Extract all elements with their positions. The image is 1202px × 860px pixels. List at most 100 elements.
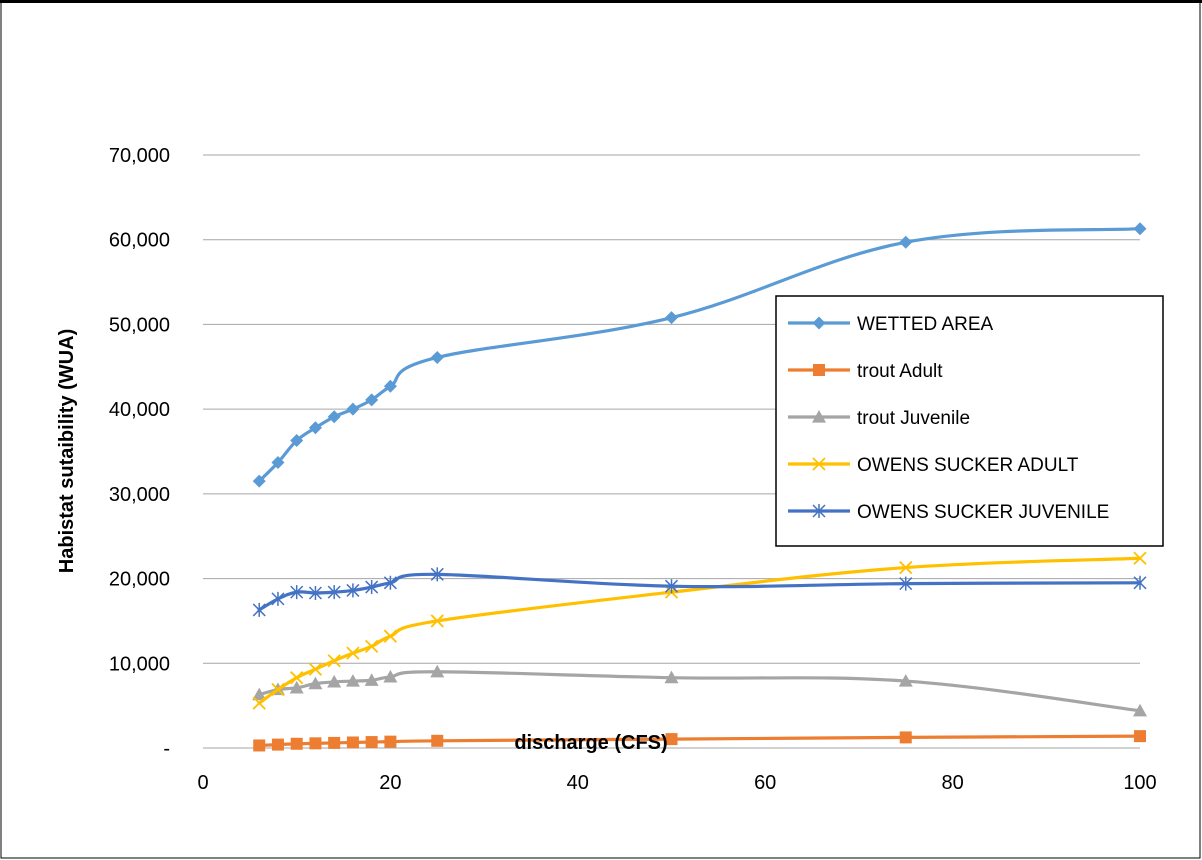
legend: WETTED AREA trout Adult trout Juvenile OWEN…: [775, 295, 1164, 547]
legend-marker-0: [812, 316, 826, 330]
data-point-3-4: [327, 654, 341, 668]
data-point-3-0: [252, 696, 266, 710]
series-0: [252, 222, 1147, 488]
data-point-0-7: [383, 379, 397, 393]
data-point-3-2: [290, 671, 304, 685]
data-point-0-4: [327, 410, 341, 424]
data-point-0-0: [252, 474, 266, 488]
data-point-0-2: [290, 433, 304, 447]
data-point-0-9: [665, 311, 678, 325]
legend-marker-4: [812, 504, 826, 518]
data-point-4-2: [290, 585, 304, 600]
data-point-2-4: [327, 674, 342, 688]
legend-item-1: trout Adult: [788, 361, 943, 382]
data-point-0-11: [1133, 222, 1147, 236]
data-point-3-3: [308, 662, 323, 676]
x-tick-label-5: 100: [1123, 772, 1156, 794]
y-tick-label-3: 30,000: [109, 484, 170, 506]
data-point-4-8: [430, 567, 444, 582]
legend-marker-1: [813, 364, 825, 376]
data-point-4-1: [271, 591, 285, 606]
y-tick-label-4: 40,000: [109, 399, 170, 421]
legend-item-4: OWENS SUCKER JUVENILE: [788, 502, 1109, 523]
data-point-1-7: [384, 735, 397, 748]
data-point-0-3: [308, 421, 322, 435]
series-4: [252, 567, 1147, 617]
x-tick-label-1: 20: [379, 772, 401, 794]
x-tick-label-0: 0: [197, 772, 208, 794]
y-tick-label-2: 20,000: [109, 569, 170, 591]
y-tick-label-0: -: [163, 738, 170, 760]
series-line-4: [257, 572, 1142, 612]
data-point-4-7: [383, 575, 397, 590]
data-point-0-8: [430, 350, 444, 364]
data-point-1-11: [1134, 730, 1146, 743]
legend-box: [775, 295, 1164, 547]
data-point-2-11: [1133, 703, 1147, 717]
legend-item-2: trout Juvenile: [788, 408, 970, 429]
data-point-1-10: [899, 731, 912, 744]
data-point-0-5: [346, 402, 360, 416]
legend-item-0: WETTED AREA: [788, 314, 994, 335]
data-point-1-6: [365, 736, 378, 749]
data-point-3-11: [1133, 551, 1147, 565]
x-tick-label-3: 60: [754, 772, 776, 794]
legend-label-4: OWENS SUCKER JUVENILE: [857, 502, 1109, 523]
y-tick-label-7: 70,000: [109, 145, 170, 167]
data-point-2-3: [308, 676, 323, 690]
data-point-2-8: [430, 664, 445, 678]
x-tick-label-2: 40: [567, 772, 589, 794]
y-tick-label-1: 10,000: [109, 653, 170, 675]
data-point-4-6: [365, 580, 379, 595]
data-point-4-4: [327, 585, 341, 600]
data-point-2-2: [289, 680, 304, 694]
series-line-0: [257, 227, 1142, 483]
data-point-4-5: [346, 583, 360, 598]
legend-label-3: OWENS SUCKER ADULT: [857, 455, 1079, 476]
data-point-0-6: [365, 393, 379, 407]
series-2: [252, 664, 1147, 717]
data-point-2-10: [898, 674, 913, 687]
data-point-1-4: [328, 736, 341, 749]
data-point-4-9: [664, 579, 679, 594]
series-line-2: [257, 670, 1142, 713]
y-axis-title: Habistat sutaibility (WUA): [56, 329, 78, 573]
data-point-4-3: [308, 585, 322, 600]
series-group: [252, 222, 1147, 752]
x-axis-title: discharge (CFS): [514, 732, 667, 754]
data-point-0-10: [899, 235, 913, 249]
data-point-3-6: [365, 639, 379, 653]
data-point-1-2: [290, 737, 303, 750]
data-point-3-10: [899, 560, 913, 575]
data-point-4-10: [899, 576, 913, 591]
data-point-3-5: [346, 646, 360, 660]
data-point-0-1: [271, 456, 285, 470]
data-point-1-3: [309, 737, 322, 750]
data-point-1-9: [665, 733, 678, 746]
tick-labels: - 10,000 20,000 30,000 40,000 50,000 60,000 70,…: [109, 145, 1157, 794]
data-point-1-8: [431, 734, 444, 747]
data-point-3-7: [383, 629, 398, 643]
series-3: [252, 551, 1147, 710]
data-point-2-6: [364, 673, 379, 686]
data-point-4-11: [1133, 575, 1147, 590]
data-point-3-8: [430, 614, 444, 628]
legend-label-0: WETTED AREA: [857, 314, 994, 335]
legend-label-2: trout Juvenile: [857, 408, 970, 429]
legend-marker-2: [812, 410, 826, 423]
legend-label-1: trout Adult: [857, 361, 943, 382]
data-point-4-0: [252, 602, 266, 617]
data-point-2-0: [252, 687, 267, 701]
y-tick-label-6: 60,000: [109, 230, 170, 252]
data-point-2-5: [345, 674, 360, 687]
series-line-3: [257, 556, 1142, 705]
data-point-2-9: [664, 670, 679, 684]
legend-item-3: OWENS SUCKER ADULT: [788, 455, 1079, 476]
data-point-1-1: [271, 738, 284, 751]
series-1: [253, 730, 1146, 752]
x-tick-label-4: 80: [941, 772, 963, 794]
data-point-2-7: [383, 669, 398, 683]
data-point-1-0: [253, 739, 266, 752]
